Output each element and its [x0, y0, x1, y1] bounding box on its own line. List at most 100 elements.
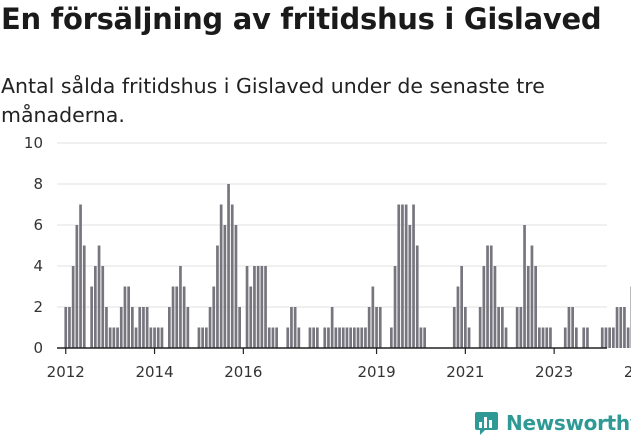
x-tick-label: 2016: [224, 363, 262, 381]
bar: [264, 266, 267, 348]
bar: [175, 286, 179, 348]
bar: [153, 327, 156, 348]
bar: [626, 327, 630, 348]
bar: [456, 286, 460, 348]
y-tick-label: 6: [33, 216, 43, 234]
bar: [145, 307, 149, 348]
bar: [182, 286, 186, 348]
bar: [197, 327, 201, 348]
bar: [71, 266, 75, 348]
bar: [467, 327, 471, 348]
bar: [356, 327, 360, 348]
chart-subtitle: Antal sålda fritidshus i Gislaved under …: [1, 74, 545, 127]
bar: [90, 286, 93, 348]
bar: [160, 327, 164, 348]
bar: [482, 266, 486, 348]
bar: [404, 204, 408, 348]
bar: [79, 204, 82, 348]
bar: [338, 327, 341, 348]
bar: [308, 327, 312, 348]
bar: [526, 266, 530, 348]
bar: [378, 307, 382, 348]
bar: [134, 327, 138, 348]
bar: [168, 307, 171, 348]
bar: [504, 327, 508, 348]
bar: [256, 266, 260, 348]
bar: [253, 266, 256, 348]
bar: [75, 225, 79, 348]
bar: [464, 307, 467, 348]
brand-logo: Newsworthy: [475, 408, 631, 438]
gridlines: [57, 142, 607, 308]
bar: [219, 204, 223, 348]
bar: [541, 327, 545, 348]
bar: [216, 245, 219, 348]
bar: [138, 307, 142, 348]
bar: [112, 327, 116, 348]
bar: [615, 307, 619, 348]
bar: [575, 327, 578, 348]
bar: [271, 327, 275, 348]
bar: [290, 307, 293, 348]
bar: [349, 327, 352, 348]
bar: [186, 307, 190, 348]
bar: [549, 327, 552, 348]
x-tick-label: 2014: [135, 363, 173, 381]
bar: [364, 327, 367, 348]
bar: [608, 327, 611, 348]
bar: [623, 307, 626, 348]
bar: [619, 307, 623, 348]
bar: [334, 327, 338, 348]
bar: [223, 225, 227, 348]
bar: [604, 327, 608, 348]
bar: [105, 307, 108, 348]
bar: [127, 286, 130, 348]
bar: [171, 286, 175, 348]
bar: [360, 327, 364, 348]
bar: [538, 327, 541, 348]
bar: [201, 327, 204, 348]
bar: [230, 204, 234, 348]
bar: [412, 204, 415, 348]
bar: [478, 307, 482, 348]
y-tick-label: 10: [24, 134, 43, 152]
bar: [493, 266, 497, 348]
bar: [156, 327, 160, 348]
bar: [345, 327, 349, 348]
bar: [234, 225, 238, 348]
bar: [245, 266, 249, 348]
bar: [68, 307, 71, 348]
x-axis-ticks: 2012 2014 2016 2019 2021 2023 2025: [47, 348, 631, 381]
bar: [142, 307, 145, 348]
bar: [249, 286, 253, 348]
bar: [486, 245, 489, 348]
bar: [108, 327, 112, 348]
bar: [297, 327, 301, 348]
bar: [327, 327, 330, 348]
bar: [367, 307, 371, 348]
bar: [267, 327, 271, 348]
bar: [131, 307, 134, 348]
bar: [286, 327, 290, 348]
bar: [501, 307, 504, 348]
bar: [275, 327, 278, 348]
bar: [571, 307, 574, 348]
bar: [227, 184, 230, 348]
bar: [612, 327, 615, 348]
bar: [312, 327, 315, 348]
bar: [545, 327, 549, 348]
x-tick-label: 2019: [357, 363, 395, 381]
bar: [212, 286, 216, 348]
y-tick-label: 8: [33, 175, 43, 193]
bar: [423, 327, 426, 348]
bar: [123, 286, 127, 348]
bar: [567, 307, 571, 348]
bar: [179, 266, 182, 348]
bar: [341, 327, 345, 348]
bar: [415, 245, 419, 348]
y-axis-ticks: 0 2 4 6 8 10: [24, 134, 43, 357]
bar: [149, 327, 153, 348]
bar: [94, 266, 97, 348]
bar: [401, 204, 404, 348]
x-tick-label: 2012: [47, 363, 85, 381]
